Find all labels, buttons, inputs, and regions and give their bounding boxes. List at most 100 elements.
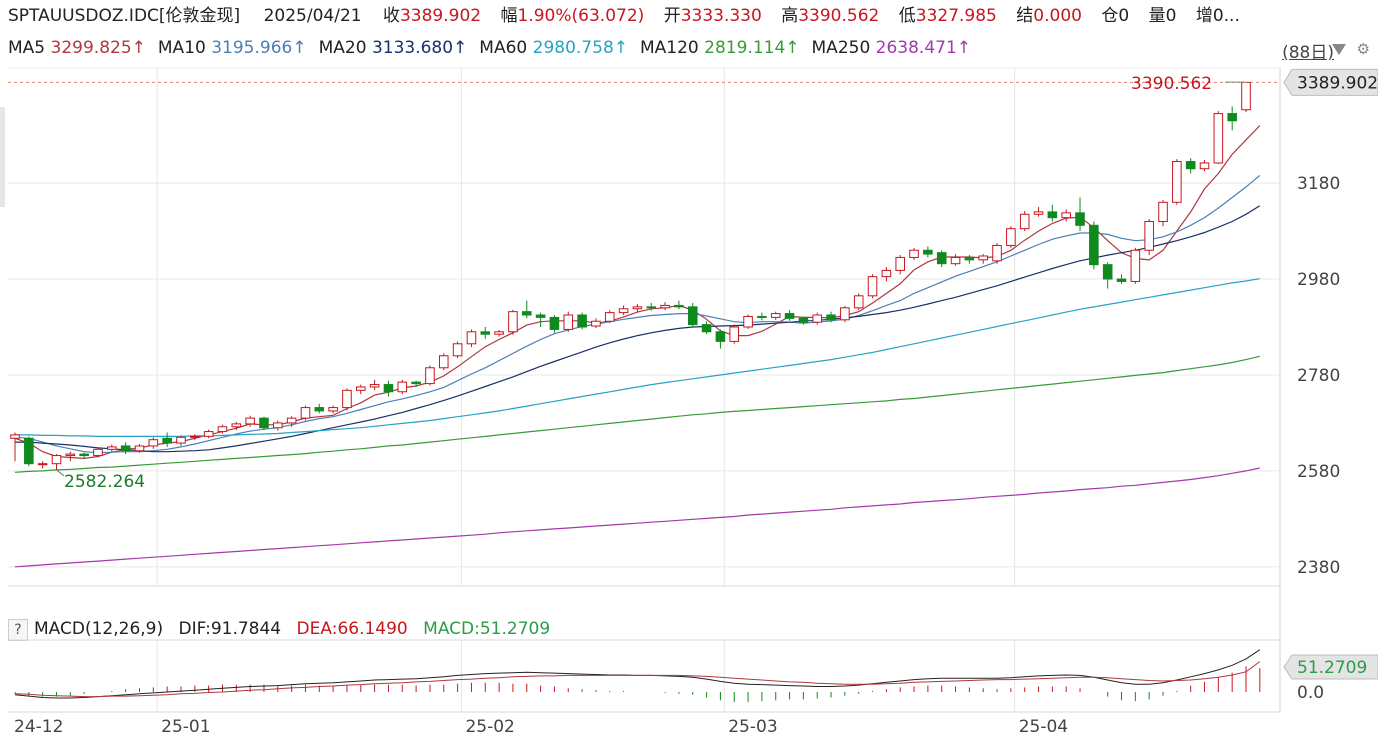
low-annotation-pointer	[56, 469, 65, 477]
candle	[798, 316, 809, 325]
x-tick-label: 25-02	[465, 717, 514, 737]
candle-body	[909, 249, 919, 258]
quote-date: 2025/04/21	[263, 6, 362, 26]
candle-body	[591, 320, 601, 327]
candle-body	[826, 314, 836, 321]
macd-zero-label: 0.0	[1297, 683, 1324, 703]
candle	[923, 246, 933, 258]
volume-value: 0	[1165, 6, 1177, 26]
x-tick-label: 25-01	[161, 717, 210, 737]
candle-body	[37, 463, 48, 466]
ma-line-ma120	[14, 355, 1260, 473]
candle	[452, 341, 463, 359]
inc-value: 0...	[1212, 6, 1240, 26]
candle-body	[176, 436, 186, 444]
candle	[494, 329, 504, 337]
candle-body	[438, 355, 449, 369]
candle	[826, 311, 836, 323]
ma-legend-value: 2819.114↑	[704, 38, 800, 58]
candle-body	[397, 381, 408, 393]
low-value: 3327.985	[915, 6, 997, 26]
candle	[549, 315, 560, 333]
candle-body	[217, 426, 228, 433]
open-label: 开	[663, 6, 681, 26]
candle	[936, 250, 947, 268]
x-tick-label: 25-04	[1019, 717, 1068, 737]
candle-body	[369, 384, 380, 388]
symbol-name: SPTAUUSDOZ.IDC[伦敦金现]	[8, 6, 241, 26]
candle	[770, 311, 781, 320]
settings-icon[interactable]: ⚙	[1356, 40, 1370, 58]
candle-body	[231, 423, 242, 428]
candle	[563, 311, 574, 332]
dea-value: 66.1490	[337, 619, 408, 639]
candle-body	[162, 437, 172, 444]
candle	[604, 310, 615, 324]
candle	[784, 310, 795, 321]
candle-body	[687, 306, 698, 326]
candle	[757, 312, 767, 321]
candle-body	[1033, 211, 1044, 215]
candle	[342, 388, 352, 411]
quote-header: SPTAUUSDOZ.IDC[伦敦金现] 2025/04/21 收3389.90…	[8, 5, 1240, 27]
candle-body	[190, 435, 200, 438]
open-value: 3333.330	[680, 6, 762, 26]
ma-legend-label: MA250	[811, 38, 876, 58]
candle	[1227, 106, 1237, 131]
candle-body	[715, 331, 726, 342]
dea-label: DEA:	[296, 619, 338, 639]
candle-body	[757, 315, 767, 318]
candle	[383, 380, 394, 397]
candle-body	[494, 331, 504, 335]
y-tick-label: 3180	[1297, 174, 1340, 194]
left-scroll-handle[interactable]	[0, 107, 5, 207]
candle	[190, 434, 200, 441]
candle-body	[632, 306, 643, 310]
candle	[646, 303, 657, 311]
x-tick-label: 25-03	[728, 717, 777, 737]
candle-body	[604, 312, 615, 322]
candle-body	[577, 314, 587, 328]
candle	[1144, 219, 1154, 256]
candle	[881, 267, 892, 282]
candle	[411, 380, 421, 387]
candle-body	[314, 407, 325, 412]
candle-body	[79, 453, 89, 457]
candle-body	[10, 434, 20, 439]
candle-body	[134, 445, 145, 452]
candle-body	[535, 314, 546, 318]
candle-body	[452, 343, 463, 357]
candle-body	[1006, 228, 1016, 246]
candle	[1199, 160, 1210, 172]
period-selector[interactable]: (88日)	[1282, 43, 1334, 63]
dif-value: 91.7844	[210, 619, 282, 639]
low-annotation-label: 2582.264	[64, 472, 145, 492]
candle	[1047, 204, 1058, 222]
candle-body	[466, 331, 477, 345]
candle	[217, 424, 228, 434]
candle-body	[1213, 113, 1224, 164]
candle-body	[1019, 213, 1030, 230]
last-price-tag	[1283, 68, 1378, 96]
macd-title: MACD(12,26,9)	[34, 619, 164, 639]
candle-body	[812, 314, 823, 323]
period-dropdown-icon[interactable]	[1332, 44, 1346, 55]
candle-body	[1172, 161, 1182, 203]
candle	[425, 365, 435, 386]
candle	[577, 312, 587, 330]
ma-legend-value: 3133.680↑	[371, 38, 468, 58]
candle	[521, 300, 532, 319]
ma-legend-value: 2980.758↑	[532, 38, 628, 58]
candle-body	[383, 384, 394, 393]
candle-body	[203, 431, 214, 437]
candle-body	[923, 249, 933, 255]
candle-body	[660, 304, 670, 309]
candle-body	[259, 417, 269, 429]
candle	[480, 327, 491, 339]
candle-body	[1130, 249, 1141, 282]
candle-body	[411, 381, 421, 385]
candle-body	[840, 307, 850, 321]
candle-body	[65, 453, 76, 457]
candle	[1116, 274, 1127, 284]
